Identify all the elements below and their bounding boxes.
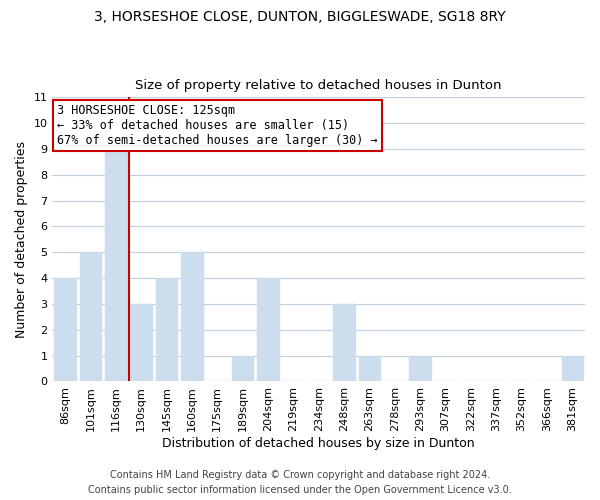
X-axis label: Distribution of detached houses by size in Dunton: Distribution of detached houses by size … xyxy=(163,437,475,450)
Bar xyxy=(257,278,279,382)
Text: 3 HORSESHOE CLOSE: 125sqm
← 33% of detached houses are smaller (15)
67% of semi-: 3 HORSESHOE CLOSE: 125sqm ← 33% of detac… xyxy=(58,104,378,147)
Bar xyxy=(409,356,431,382)
Bar xyxy=(80,252,101,382)
Bar xyxy=(130,304,152,382)
Bar xyxy=(181,252,203,382)
Title: Size of property relative to detached houses in Dunton: Size of property relative to detached ho… xyxy=(136,79,502,92)
Text: 3, HORSESHOE CLOSE, DUNTON, BIGGLESWADE, SG18 8RY: 3, HORSESHOE CLOSE, DUNTON, BIGGLESWADE,… xyxy=(94,10,506,24)
Bar xyxy=(359,356,380,382)
Text: Contains HM Land Registry data © Crown copyright and database right 2024.
Contai: Contains HM Land Registry data © Crown c… xyxy=(88,470,512,495)
Bar xyxy=(156,278,178,382)
Bar xyxy=(562,356,583,382)
Bar xyxy=(105,149,127,382)
Bar xyxy=(333,304,355,382)
Y-axis label: Number of detached properties: Number of detached properties xyxy=(15,141,28,338)
Bar xyxy=(232,356,253,382)
Bar xyxy=(55,278,76,382)
